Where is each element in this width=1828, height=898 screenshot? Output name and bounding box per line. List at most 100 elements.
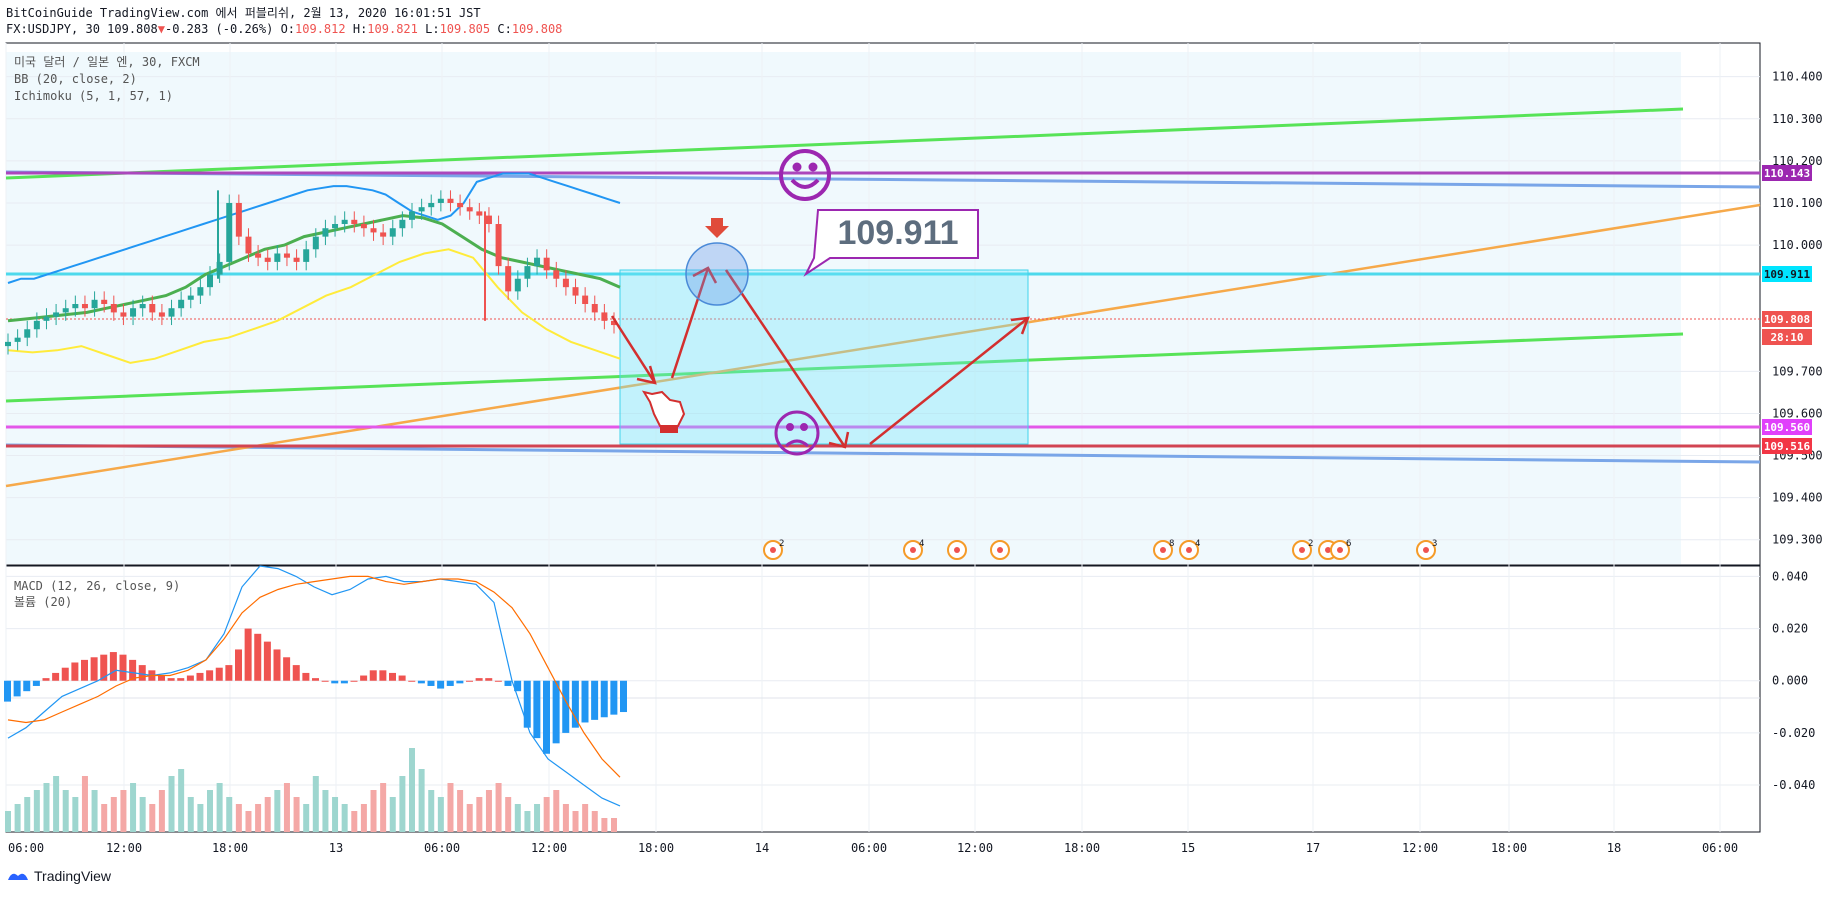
candle[interactable] [24, 329, 31, 338]
candle[interactable] [5, 341, 11, 347]
candle[interactable] [226, 202, 233, 262]
candle[interactable] [130, 308, 137, 317]
arrow-down-1[interactable] [610, 315, 657, 384]
macd-hist-bar [283, 657, 291, 681]
candle[interactable] [322, 228, 329, 237]
legend-volume[interactable]: 볼륨 (20) [14, 595, 72, 609]
candle[interactable] [91, 299, 98, 309]
lower-channel-line[interactable] [5, 332, 1684, 403]
price-callout[interactable] [803, 209, 979, 277]
macd-y-tick: 0.040 [1772, 569, 1808, 583]
candle[interactable] [33, 320, 40, 330]
candle[interactable] [476, 211, 483, 216]
candle[interactable] [611, 320, 617, 326]
candle[interactable] [101, 299, 108, 304]
target-circle[interactable] [685, 242, 749, 306]
candle[interactable] [283, 253, 290, 258]
macd-hist-bar [52, 672, 60, 681]
candle[interactable] [81, 304, 88, 309]
candle[interactable] [120, 312, 127, 317]
legend-macd[interactable]: MACD (12, 26, close, 9) [14, 579, 180, 593]
projection-arrows[interactable] [610, 266, 1030, 449]
candle[interactable] [216, 261, 223, 275]
candle[interactable] [562, 278, 569, 288]
candle[interactable] [149, 304, 156, 313]
candle[interactable] [62, 308, 69, 313]
candle[interactable] [447, 198, 454, 203]
candle[interactable] [168, 308, 175, 317]
arrow-up-2[interactable] [869, 317, 1029, 445]
candle[interactable] [158, 312, 165, 317]
candle[interactable] [437, 198, 444, 203]
candle[interactable] [428, 202, 435, 208]
x-tick: 12:00 [957, 841, 993, 855]
candle[interactable] [235, 202, 242, 237]
candle[interactable] [572, 287, 579, 296]
rising-trendline[interactable] [5, 203, 1761, 488]
candle[interactable] [207, 274, 213, 288]
candle[interactable] [409, 211, 415, 220]
close-label: C: [497, 22, 512, 36]
candle[interactable] [457, 202, 464, 208]
arrow-up-1[interactable] [670, 267, 710, 379]
candle[interactable] [43, 316, 50, 321]
candle[interactable] [53, 312, 60, 317]
candle[interactable] [293, 257, 300, 262]
macd-hist-bar [196, 672, 204, 681]
candle[interactable] [485, 215, 492, 225]
volume-bar [81, 776, 88, 832]
price-scale[interactable]: 110.400 110.300 110.200 110.100 110.000 109.7… [1772, 70, 1823, 547]
candle[interactable] [389, 228, 396, 237]
candle[interactable] [524, 266, 531, 279]
candle[interactable] [495, 224, 502, 267]
macd-pane[interactable] [5, 565, 1761, 833]
candle[interactable] [553, 270, 560, 279]
time-scale[interactable]: 06:00 12:00 18:00 13 06:00 12:00 18:00 14 06:00 1… [8, 841, 1738, 855]
candle[interactable] [110, 304, 117, 313]
candle[interactable] [370, 228, 377, 233]
candle[interactable] [351, 219, 358, 225]
volume-bar [485, 790, 492, 832]
economic-events[interactable]: 2 4 8 4 2 6 3 [763, 539, 1437, 560]
macd-scale[interactable]: 0.040 0.020 0.000 -0.020 -0.040 [1772, 569, 1815, 792]
candle[interactable] [543, 257, 550, 271]
candle[interactable] [255, 253, 262, 258]
candle[interactable] [178, 299, 185, 309]
candle[interactable] [601, 312, 608, 321]
upper-channel-line[interactable] [5, 107, 1684, 180]
candle[interactable] [360, 224, 367, 229]
legend-pair[interactable]: 미국 달러 / 일본 엔, 30, FXCM [14, 55, 200, 69]
support-trendline[interactable] [5, 443, 1761, 464]
candle[interactable] [312, 236, 319, 250]
candle[interactable] [274, 253, 281, 262]
symbol[interactable]: FX:USDJPY, 30 [6, 22, 100, 36]
candles[interactable] [5, 190, 617, 355]
high-label: H: [352, 22, 368, 36]
candle[interactable] [514, 278, 521, 292]
candle[interactable] [341, 219, 348, 225]
candle[interactable] [139, 304, 146, 309]
legend-ichimoku[interactable]: Ichimoku (5, 1, 57, 1) [14, 89, 173, 103]
candle[interactable] [332, 224, 339, 229]
candle[interactable] [399, 219, 406, 229]
candle[interactable] [582, 295, 589, 304]
candle[interactable] [187, 295, 194, 300]
candle[interactable] [264, 257, 271, 262]
candle[interactable] [14, 337, 21, 342]
candle[interactable] [418, 207, 425, 212]
candle[interactable] [380, 232, 387, 237]
volume-bar [5, 811, 11, 832]
arrow-down-2[interactable] [724, 269, 847, 448]
candle[interactable] [534, 257, 541, 267]
candle[interactable] [505, 266, 512, 292]
footer-brand[interactable]: TradingView [34, 868, 112, 884]
macd-y-tick: -0.020 [1772, 726, 1815, 740]
legend-bb[interactable]: BB (20, close, 2) [14, 72, 137, 86]
candle[interactable] [303, 249, 310, 262]
candle[interactable] [245, 236, 252, 254]
candle[interactable] [466, 207, 473, 212]
candle[interactable] [197, 287, 204, 296]
candle[interactable] [591, 304, 598, 313]
candle[interactable] [72, 304, 79, 309]
